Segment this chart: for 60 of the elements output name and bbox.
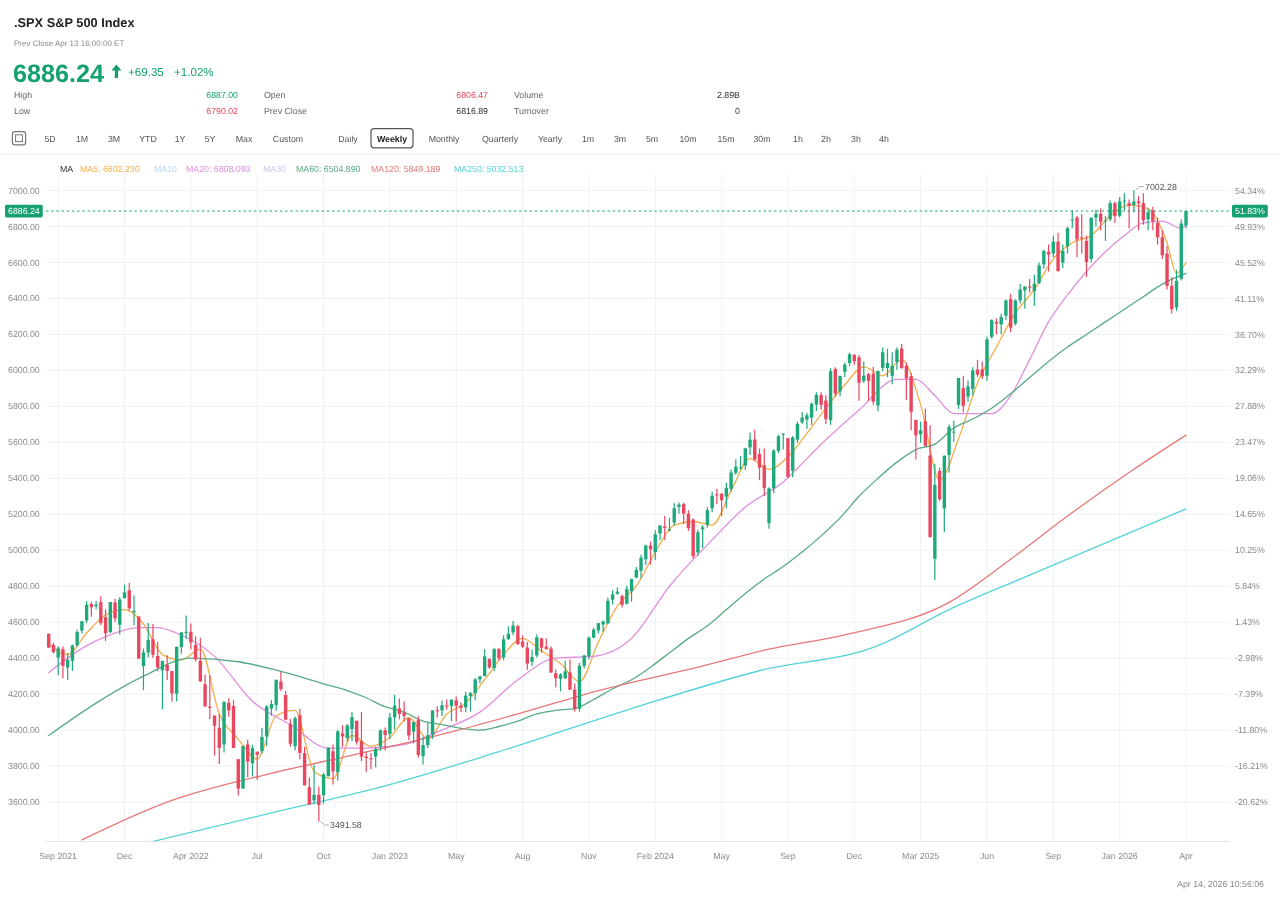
candlestick: [350, 711, 354, 742]
candlestick: [1046, 243, 1051, 273]
candlestick: [681, 502, 686, 525]
candlestick: [317, 785, 321, 823]
candlestick: [340, 724, 345, 748]
candlestick: [1113, 200, 1117, 224]
candlestick: [1075, 215, 1079, 258]
candlestick: [606, 596, 610, 625]
candlestick: [1146, 207, 1150, 231]
candlestick: [492, 647, 496, 672]
candlestick: [430, 709, 435, 740]
candlestick: [279, 671, 283, 692]
candlestick: [392, 694, 397, 731]
candlestick: [293, 715, 297, 752]
candlestick: [440, 700, 444, 717]
candlestick: [208, 674, 212, 720]
candlestick: [762, 447, 766, 497]
candlestick: [274, 679, 278, 712]
candlestick: [255, 751, 259, 781]
candlestick: [890, 351, 894, 385]
candlestick: [236, 758, 240, 796]
candlestick: [824, 394, 828, 425]
line-series: [81, 434, 1187, 841]
candlestick: [1008, 293, 1013, 333]
candlestick: [1099, 207, 1103, 231]
candlestick: [1056, 232, 1060, 273]
candlestick: [691, 518, 695, 560]
candlestick: [1136, 195, 1141, 231]
candlestick: [383, 726, 387, 752]
candlestick: [222, 701, 226, 753]
candlestick: [587, 635, 591, 661]
line-series: [152, 508, 1187, 842]
candlestick: [411, 721, 416, 745]
candlestick: [61, 645, 65, 679]
candlestick: [918, 421, 923, 444]
candlestick: [241, 745, 245, 790]
candlestick: [373, 746, 378, 768]
candlestick: [184, 614, 188, 640]
candlestick: [312, 764, 316, 805]
candlestick: [65, 652, 70, 681]
text: 6886.24: [13, 59, 105, 88]
candlestick: [1051, 234, 1056, 258]
candlestick: [971, 366, 975, 396]
candlestick: [1023, 285, 1027, 310]
candlestick: [137, 615, 141, 660]
candlestick: [246, 739, 250, 778]
candlestick: [454, 695, 458, 723]
candlestick: [857, 354, 861, 402]
candlestick: [56, 645, 60, 676]
candlestick: [1127, 198, 1131, 229]
candlestick: [672, 502, 676, 527]
candlestick: [516, 624, 520, 646]
candlestick: [482, 648, 487, 677]
candlestick: [866, 372, 871, 402]
candlestick: [786, 437, 790, 479]
candlestick: [113, 598, 117, 623]
candlestick: [369, 752, 373, 770]
candlestick: [459, 701, 463, 713]
candlestick: [331, 743, 335, 786]
candlestick: [696, 529, 700, 557]
